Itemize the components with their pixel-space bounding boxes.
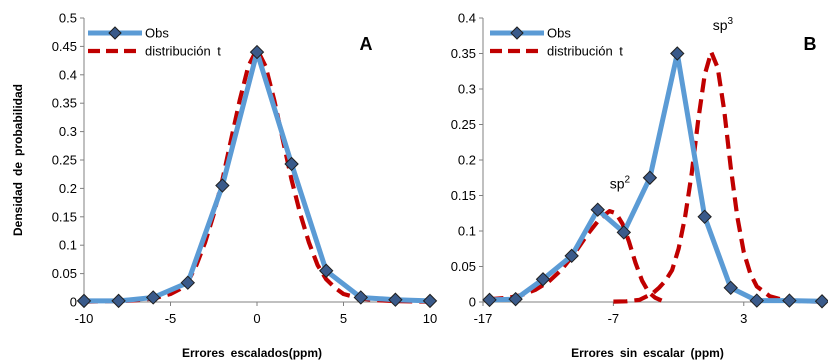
panel-b-y-tick-label: 0.35 (451, 46, 476, 61)
panel-b-y-tick-label: 0.2 (458, 153, 476, 168)
panel-b-obs-point (670, 46, 685, 61)
panel-b-x-tick-label: -17 (474, 311, 493, 326)
panel-a-obs-point (145, 290, 161, 305)
panel-a-y-tick-label: 0.05 (52, 266, 77, 281)
panel-a-y-tick-label: 0.35 (52, 96, 77, 111)
panel-a-y-tick-label: 0.3 (59, 124, 77, 139)
panel-b-legend-label: Obs (547, 26, 571, 41)
panel-b-x-axis-label: Errores sin escalar (ppm) (571, 346, 724, 360)
panel-b-annotation: sp2 (610, 174, 631, 191)
panel-a-obs-point (180, 275, 196, 290)
panel-b-obs-point (564, 248, 579, 264)
panel-b-legend-label: distribución t (547, 44, 623, 59)
panel-a-y-tick-label: 0.5 (59, 11, 77, 26)
panel-b-y-tick-label: 0.4 (458, 11, 476, 26)
panel-b-y-tick-label: 0.3 (458, 82, 476, 97)
panel-a-legend-marker (108, 26, 122, 40)
panel-a-obs-point (284, 156, 299, 172)
panel-a-obs-point (215, 178, 230, 193)
panel-a-x-axis-label: Errores escalados(ppm) (182, 346, 322, 360)
panel-a-y-tick-label: 0.2 (59, 181, 77, 196)
panel-b-obs-point (616, 225, 632, 240)
panel-b-obs-point (723, 280, 738, 296)
panel-b-obs-point (508, 291, 523, 307)
panel-a-obs-point (422, 293, 438, 309)
panel-b-obs-point (482, 292, 497, 308)
panel-a-x-tick-label: 0 (253, 311, 260, 326)
panel-a-y-tick-label: 0.45 (52, 39, 77, 54)
panel-b-y-tick-label: 0.05 (451, 259, 476, 274)
panel-a-legend-label: distribución t (145, 44, 221, 59)
panel-a-obs-point (318, 263, 334, 278)
panel-a-obs-point (76, 293, 92, 309)
panel-a-obs-point (111, 293, 126, 309)
panel-a-obs-point (388, 292, 403, 307)
panel-b-y-tick-label: 0 (469, 295, 476, 310)
panel-b-y-tick-label: 0.15 (451, 188, 476, 203)
panel-a-obs-point (353, 290, 369, 305)
panel-b-x-tick-label: -7 (608, 311, 620, 326)
panel-b-obs-point (814, 294, 828, 309)
panel-a-y-tick-label: 0.4 (59, 67, 77, 82)
panel-a-obs-line (81, 49, 433, 304)
panel-a-label: A (360, 34, 373, 54)
panel-b-obs-point (782, 293, 797, 308)
panel-a-x-tick-label: -10 (75, 311, 94, 326)
panel-a-x-tick-label: -5 (165, 311, 177, 326)
panel-a-y-tick-label: 0.15 (52, 209, 77, 224)
panel-b-x-tick-label: 3 (740, 311, 747, 326)
panel-b-y-tick-label: 0.1 (458, 224, 476, 239)
panel-b-annotation: sp3 (713, 16, 734, 33)
panel-b-label: B (804, 34, 817, 54)
panel-a-obs-point (249, 44, 265, 60)
panel-a-x-tick-label: 10 (423, 311, 437, 326)
panel-a-y-tick-label: 0.1 (59, 238, 77, 253)
panel-b-obs-point (642, 170, 658, 185)
panel-a-t-distribution-line (83, 47, 431, 304)
panel-a-x-tick-label: 5 (340, 311, 347, 326)
panel-a-legend-label: Obs (145, 26, 169, 41)
panel-a-y-tick-label: 0 (70, 295, 77, 310)
panel-b-obs-point (590, 202, 605, 217)
chart-panel-b: 0 0.05 0.1 0.15 0.2 0.25 0.3 0.35 0.4 -17 -7 3 Error… (451, 11, 828, 360)
panel-b-y-tick-label: 0.25 (451, 117, 476, 132)
panel-a-y-axis-label: Densidad de probabilidad (11, 84, 25, 236)
panel-b-legend-marker (510, 26, 524, 40)
panel-b-obs-point (535, 272, 551, 287)
panel-a-y-tick-label: 0.25 (52, 153, 77, 168)
panel-b-t-distribution-line (613, 49, 823, 304)
chart-panel-a: 0 0.05 0.1 0.15 0.2 0.25 0.3 0.35 0.4 0.45 0.5 -10 -… (11, 11, 437, 361)
panel-b-obs-point (697, 209, 712, 225)
panel-b-obs-point (749, 293, 765, 308)
